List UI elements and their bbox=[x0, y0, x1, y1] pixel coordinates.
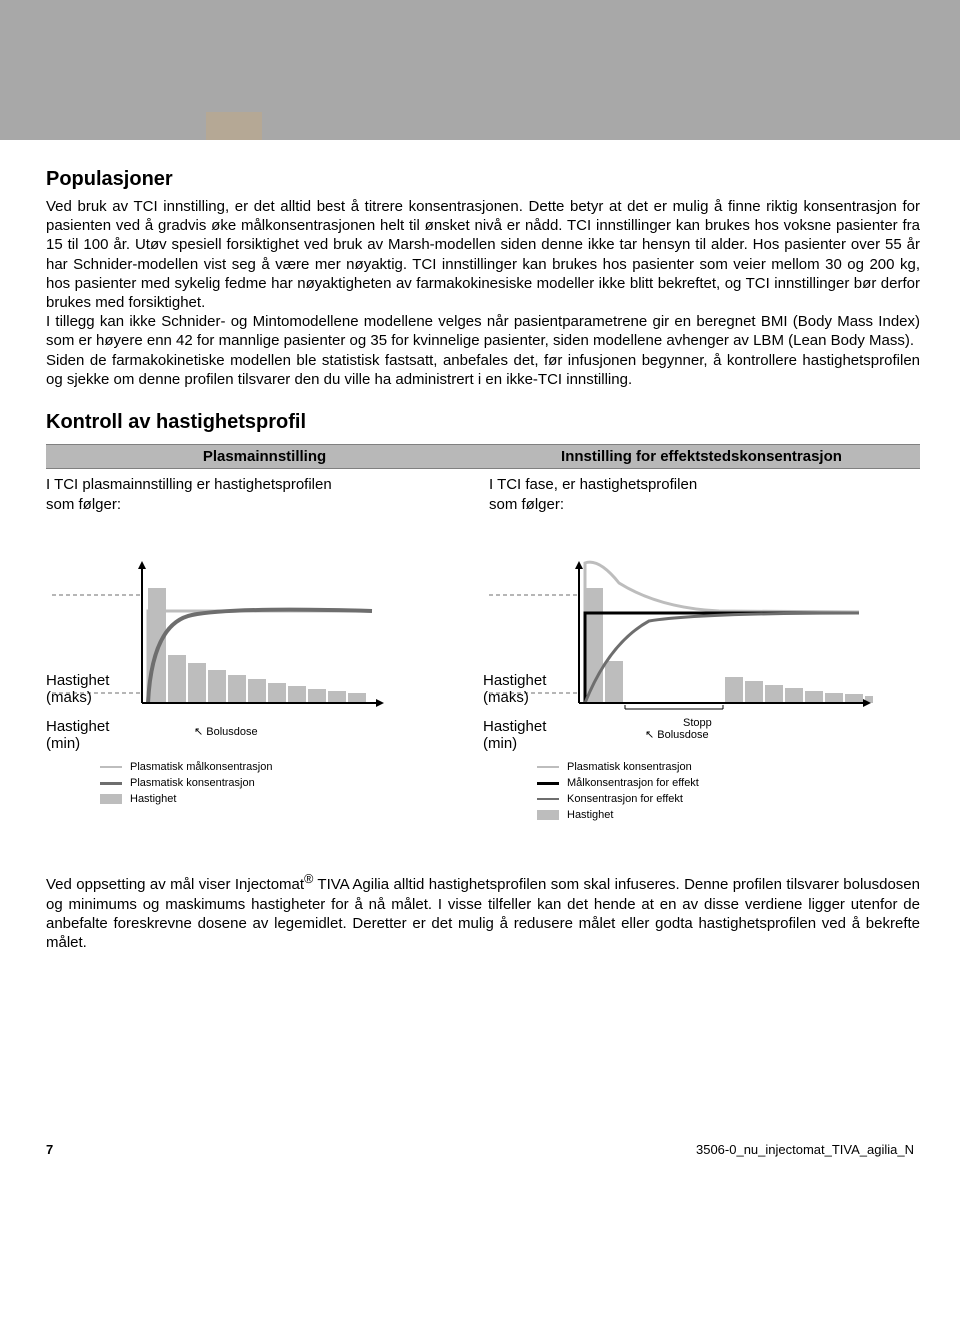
arrow-icon: ↖ bbox=[645, 729, 654, 741]
effect-max-label: Hastighet (maks) bbox=[483, 671, 573, 707]
legend-swatch bbox=[537, 766, 559, 768]
legend-label: Plasmatisk konsentrasjon bbox=[567, 761, 692, 773]
plasma-bolus-annotation: ↖ Bolusdose bbox=[194, 725, 473, 738]
page-content: Populasjoner Ved bruk av TCI innstilling… bbox=[0, 140, 960, 972]
effect-text-1: I TCI fase, er hastighetsprofilen bbox=[489, 476, 697, 493]
plasma-text: I TCI plasmainnstilling er hastighetspro… bbox=[46, 469, 483, 518]
plasma-chart-area: Hastighet (maks) Hastighet (min) ↖ Bolus… bbox=[46, 517, 483, 817]
plasma-header: Plasmainnstilling bbox=[46, 444, 483, 469]
effect-min-label: Hastighet (min) bbox=[483, 717, 573, 753]
section-kontroll-title: Kontroll av hastighetsprofil bbox=[46, 411, 920, 434]
legend-label: Plasmatisk konsentrasjon bbox=[130, 777, 255, 789]
legend-label: Hastighet bbox=[567, 809, 613, 821]
section-populasjoner-title: Populasjoner bbox=[46, 168, 920, 191]
effect-legend: Plasmatisk konsentrasjon Målkonsentrasjon… bbox=[483, 759, 910, 823]
populasjoner-body-3: Siden de farmakokinetiske modellen ble s… bbox=[46, 351, 920, 389]
populasjoner-body-2: I tillegg kan ikke Schnider- og Mintomod… bbox=[46, 312, 920, 350]
legend-item: Plasmatisk konsentrasjon bbox=[100, 775, 473, 791]
plasma-legend: Plasmatisk målkonsentrasjon Plasmatisk ko… bbox=[46, 759, 473, 807]
legend-swatch bbox=[100, 794, 122, 804]
effect-bolus-annotation: ↖ Bolusdose bbox=[645, 728, 910, 741]
profile-columns: Plasmainnstilling I TCI plasmainnstillin… bbox=[46, 444, 920, 834]
effect-text: I TCI fase, er hastighetsprofilen som fø… bbox=[483, 469, 920, 518]
legend-swatch bbox=[537, 798, 559, 800]
page-footer: 7 3506-0_nu_injectomat_TIVA_agilia_N bbox=[0, 1142, 960, 1175]
legend-item: Plasmatisk målkonsentrasjon bbox=[100, 759, 473, 775]
legend-item: Hastighet bbox=[537, 807, 910, 823]
arrow-icon: ↖ bbox=[194, 726, 203, 738]
legend-label: Konsentrasjon for effekt bbox=[567, 793, 683, 805]
legend-item: Målkonsentrasjon for effekt bbox=[537, 775, 910, 791]
legend-item: Hastighet bbox=[100, 791, 473, 807]
bottom-paragraph: Ved oppsetting av mål viser Injectomat® … bbox=[46, 871, 920, 952]
legend-swatch bbox=[100, 766, 122, 768]
effect-text-2: som følger: bbox=[489, 496, 564, 513]
registered-mark: ® bbox=[304, 872, 313, 886]
plasma-axis-labels: Hastighet (maks) Hastighet (min) bbox=[46, 723, 136, 753]
legend-label: Hastighet bbox=[130, 793, 176, 805]
legend-swatch bbox=[537, 810, 559, 820]
page-number: 7 bbox=[46, 1142, 53, 1157]
legend-swatch bbox=[537, 782, 559, 785]
column-effect: Innstilling for effektstedskonsentrasjon… bbox=[483, 444, 920, 834]
plasma-min-label: Hastighet (min) bbox=[46, 717, 136, 753]
effect-header: Innstilling for effektstedskonsentrasjon bbox=[483, 444, 920, 469]
column-plasma: Plasmainnstilling I TCI plasmainnstillin… bbox=[46, 444, 483, 834]
top-banner bbox=[0, 0, 960, 140]
legend-swatch bbox=[100, 782, 122, 785]
legend-item: Konsentrasjon for effekt bbox=[537, 791, 910, 807]
legend-label: Målkonsentrasjon for effekt bbox=[567, 777, 699, 789]
banner-accent bbox=[206, 112, 262, 140]
legend-item: Plasmatisk konsentrasjon bbox=[537, 759, 910, 775]
plasma-max-label: Hastighet (maks) bbox=[46, 671, 136, 707]
plasma-text-2: som følger: bbox=[46, 496, 121, 513]
effect-axis-labels: Hastighet (maks) Hastighet (min) bbox=[483, 723, 573, 753]
populasjoner-body-1: Ved bruk av TCI innstilling, er det allt… bbox=[46, 197, 920, 312]
plasma-text-1: I TCI plasmainnstilling er hastighetspro… bbox=[46, 476, 332, 493]
effect-chart-area: Hastighet (maks) Hastighet (min) Stopp ↖… bbox=[483, 517, 920, 833]
legend-label: Plasmatisk målkonsentrasjon bbox=[130, 761, 272, 773]
doc-id: 3506-0_nu_injectomat_TIVA_agilia_N bbox=[696, 1142, 914, 1157]
